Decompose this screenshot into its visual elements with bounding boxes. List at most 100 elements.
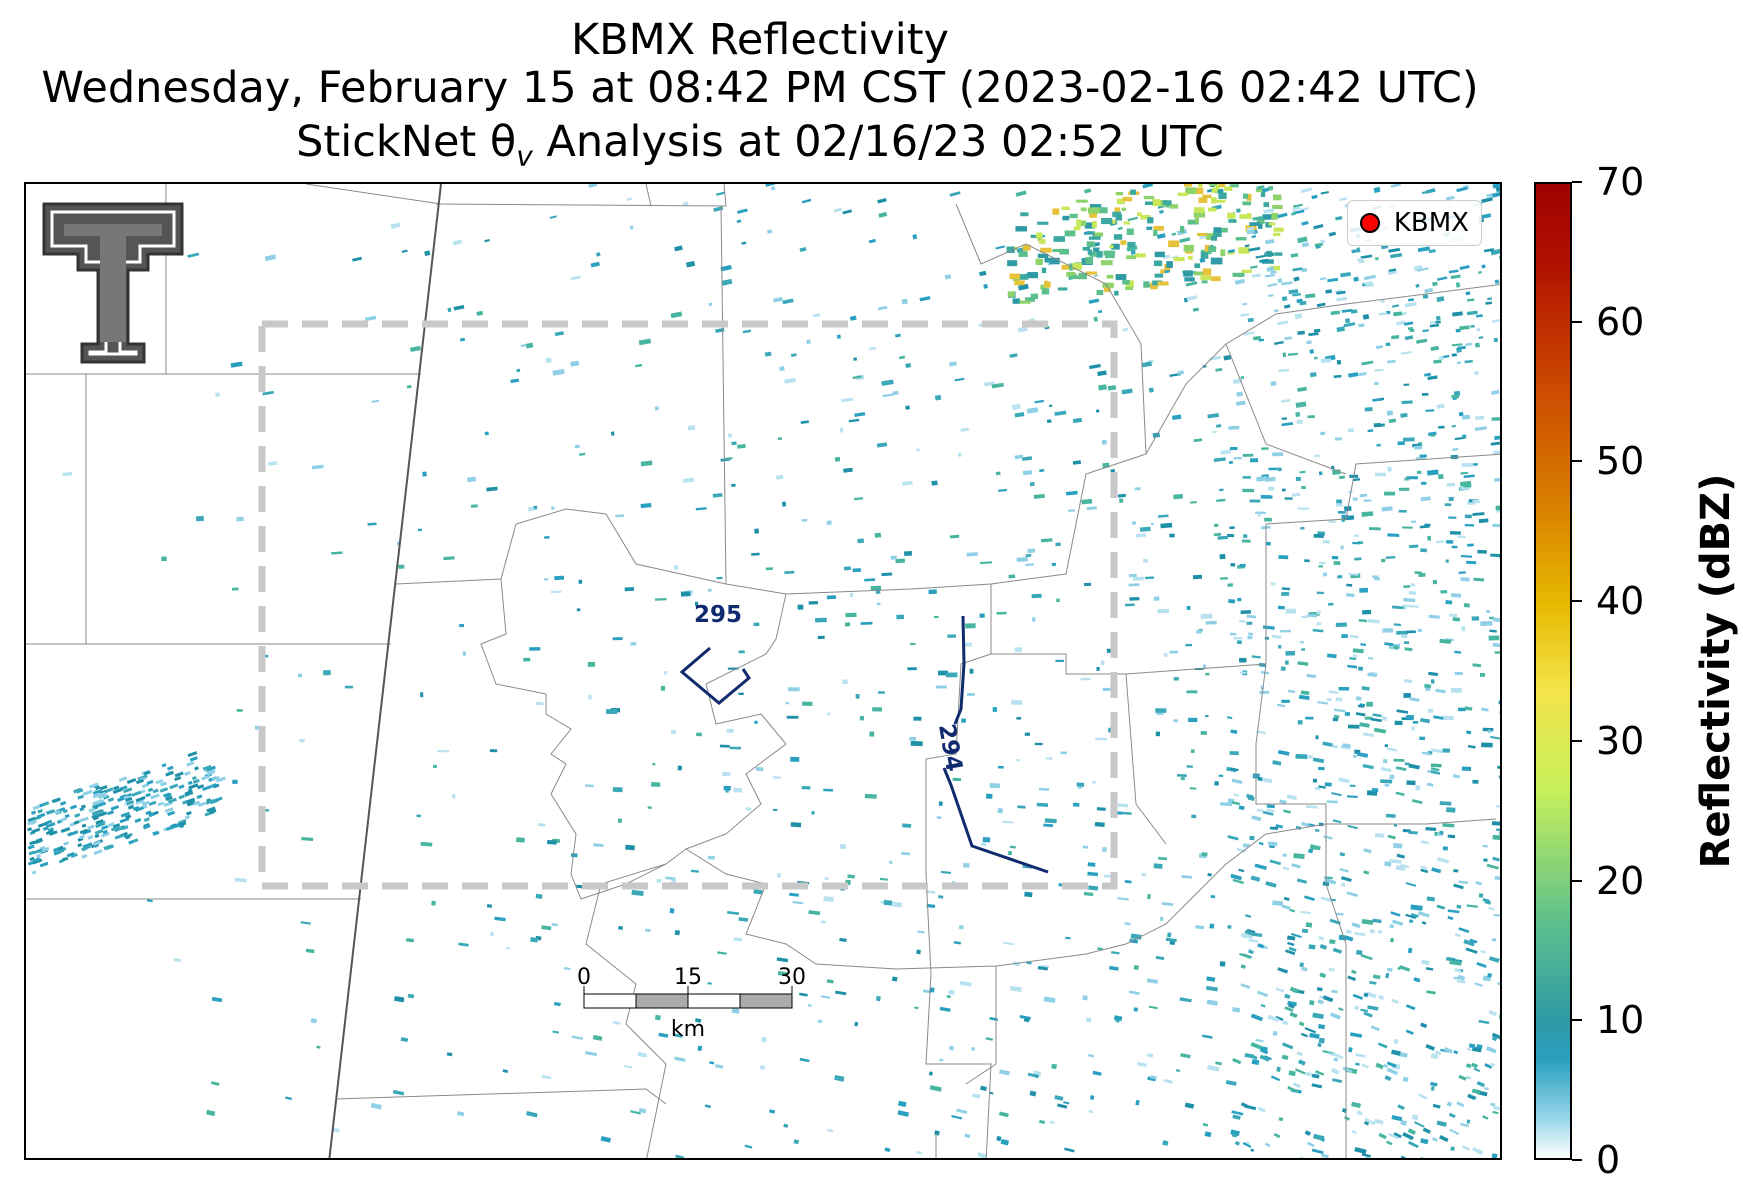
echo-pixel	[800, 420, 809, 424]
echo-pixel	[1161, 901, 1174, 906]
echo-pixel	[1478, 518, 1489, 524]
echo-pixel	[1459, 486, 1471, 490]
echo-pixel	[1397, 1104, 1405, 1111]
echo-pixel	[1153, 596, 1160, 601]
echo-pixel	[310, 1018, 318, 1024]
echo-pixel	[1482, 727, 1494, 732]
echo-pixel	[1155, 955, 1165, 961]
echo-pixel	[214, 392, 220, 397]
echo-pixel	[1496, 765, 1500, 770]
echo-pixel	[1354, 1146, 1367, 1155]
echo-pixel	[189, 756, 198, 762]
echo-pixel	[79, 828, 89, 835]
echo-pixel	[1122, 196, 1133, 202]
echo-pixel	[1410, 583, 1416, 587]
echo-pixel	[952, 777, 962, 782]
echo-pixel	[530, 937, 539, 943]
echo-pixel	[1317, 1042, 1322, 1048]
echo-pixel	[1424, 683, 1432, 689]
echo-pixel	[1393, 1132, 1402, 1139]
echo-pixel	[1453, 883, 1464, 890]
echo-pixel	[717, 951, 727, 955]
echo-pixel	[1490, 735, 1500, 740]
echo-pixel	[443, 556, 455, 561]
echo-pixel	[877, 197, 887, 204]
echo-pixel	[1496, 509, 1500, 513]
echo-pixel	[1436, 857, 1450, 864]
echo-pixel	[1217, 535, 1229, 540]
echo-pixel	[1234, 278, 1245, 285]
echo-pixel	[1361, 686, 1370, 691]
echo-pixel	[94, 829, 104, 835]
echo-pixel	[1216, 424, 1222, 428]
echo-pixel	[1297, 720, 1303, 725]
echo-pixel	[1256, 185, 1265, 190]
echo-pixel	[1454, 967, 1462, 974]
echo-pixel	[957, 452, 962, 457]
echo-pixel	[1250, 1054, 1258, 1060]
echo-pixel	[765, 184, 776, 187]
echo-pixel	[1375, 1062, 1384, 1070]
echo-pixel	[1315, 1070, 1325, 1076]
echo-pixel	[1143, 195, 1155, 200]
echo-pixel	[808, 910, 821, 916]
echo-pixel	[1198, 197, 1208, 204]
echo-pixel	[588, 184, 598, 188]
echo-pixel	[729, 746, 741, 750]
echo-pixel	[1451, 353, 1457, 357]
echo-pixel	[1428, 614, 1440, 619]
echo-pixel	[1451, 343, 1463, 347]
colorbar-tick-mark	[1572, 600, 1582, 603]
echo-pixel	[1498, 1013, 1500, 1020]
echo-pixel	[674, 1056, 686, 1062]
echo-pixel	[1299, 470, 1306, 474]
echo-pixel	[1072, 263, 1083, 270]
echo-pixel	[1376, 443, 1381, 447]
echo-pixel	[1417, 911, 1430, 918]
echo-pixel	[1228, 425, 1240, 430]
echo-pixel	[1461, 463, 1474, 467]
echo-pixel	[1276, 1066, 1281, 1072]
echo-pixel	[112, 787, 123, 794]
echo-pixel	[1443, 1046, 1453, 1054]
echo-pixel	[1029, 1090, 1037, 1097]
echo-pixel	[1425, 967, 1434, 971]
echo-pixel	[919, 296, 931, 302]
echo-pixel	[1052, 208, 1060, 215]
echo-pixel	[1364, 1156, 1369, 1158]
echo-pixel	[806, 339, 811, 345]
echo-pixel	[1430, 1086, 1435, 1091]
echo-pixel	[1378, 1132, 1387, 1140]
echo-pixel	[1123, 221, 1130, 225]
echo-pixel	[209, 808, 217, 814]
echo-pixel	[236, 516, 244, 522]
echo-pixel	[422, 471, 427, 477]
echo-pixel	[367, 522, 377, 526]
echo-pixel	[186, 797, 196, 804]
echo-pixel	[853, 497, 864, 501]
echo-pixel	[1306, 673, 1317, 679]
echo-pixel	[1276, 703, 1286, 708]
echo-pixel	[1190, 749, 1195, 753]
echo-pixel	[714, 1064, 724, 1069]
echo-pixel	[1200, 251, 1209, 259]
echo-pixel	[88, 782, 99, 789]
echo-pixel	[1155, 708, 1167, 713]
echo-pixel	[1316, 302, 1326, 308]
echo-pixel	[1329, 918, 1341, 925]
echo-pixel	[823, 896, 834, 902]
echo-pixel	[1249, 265, 1258, 269]
echo-pixel	[1309, 1032, 1320, 1039]
echo-pixel	[1266, 808, 1275, 813]
echo-pixel	[114, 826, 124, 833]
echo-pixel	[1207, 413, 1220, 419]
echo-pixel	[1289, 1011, 1298, 1019]
echo-pixel	[1194, 217, 1200, 223]
echo-pixel	[1285, 650, 1296, 656]
echo-pixel	[1124, 922, 1131, 926]
echo-pixel	[1048, 404, 1053, 408]
echo-pixel	[1366, 701, 1373, 707]
radar-map[interactable]: 295 294 0 15 30 km KBMX	[24, 182, 1502, 1160]
echo-pixel	[187, 751, 198, 758]
echo-pixel	[1244, 929, 1256, 937]
